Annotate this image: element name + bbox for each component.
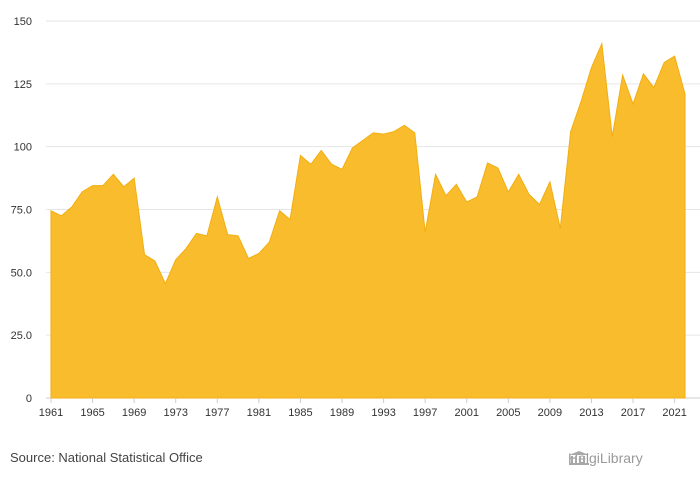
- y-tick-label: 50.0: [11, 267, 32, 279]
- x-tick-label: 2001: [454, 407, 478, 419]
- x-tick-label: 1993: [371, 407, 395, 419]
- series-area: [50, 41, 686, 399]
- helgi-library-logo[interactable]: HelgiLibrary: [568, 450, 643, 466]
- series-area-layer: [50, 41, 686, 399]
- x-tick-label: 1985: [288, 407, 312, 419]
- x-tick-label: 1997: [413, 407, 437, 419]
- x-tick-label: 1989: [330, 407, 354, 419]
- y-tick-label: 125: [14, 79, 32, 91]
- x-tick-label: 2005: [496, 407, 520, 419]
- x-axis-labels: 1961 1965 1969 1973 1977 1981 1985 1989 1993 1997…: [39, 407, 687, 419]
- x-tick-label: 1961: [39, 407, 63, 419]
- library-building-icon: [569, 451, 589, 465]
- y-tick-label: 150: [14, 16, 32, 28]
- y-tick-label: 0: [26, 393, 32, 405]
- y-tick-label: 75.0: [11, 205, 32, 217]
- x-tick-label: 2013: [579, 407, 603, 419]
- y-axis-labels: 0 25.0 50.0 75.0 100 125 150: [11, 16, 32, 405]
- x-tick-label: 1969: [122, 407, 146, 419]
- x-tick-label: 2009: [538, 407, 562, 419]
- x-tick-label: 1977: [205, 407, 229, 419]
- logo-text: HelgiLibrary: [568, 450, 643, 466]
- source-note: Source: National Statistical Office: [10, 450, 203, 465]
- x-tick-label: 2017: [621, 407, 645, 419]
- x-tick-label: 1981: [247, 407, 271, 419]
- x-tick-label: 1973: [163, 407, 187, 419]
- y-tick-label: 25.0: [11, 330, 32, 342]
- x-tick-label: 2021: [662, 407, 686, 419]
- y-tick-label: 100: [14, 142, 32, 154]
- x-axis-ticks: [50, 398, 676, 403]
- x-tick-label: 1965: [80, 407, 104, 419]
